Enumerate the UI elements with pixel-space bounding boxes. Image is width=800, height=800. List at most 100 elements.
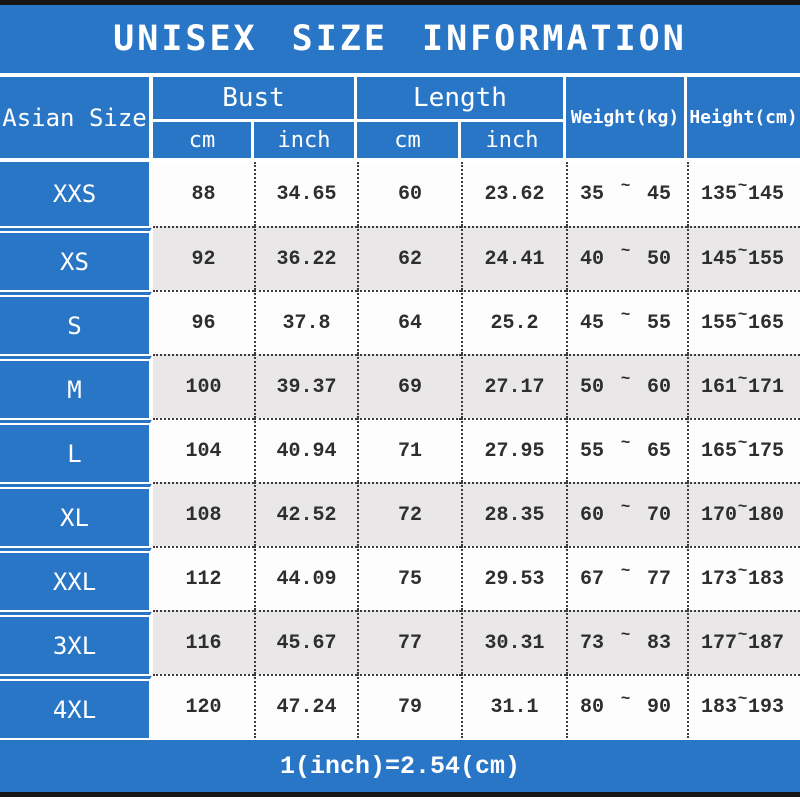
divider xyxy=(0,73,800,77)
range-separator: ~ xyxy=(737,498,748,516)
size-label: L xyxy=(0,418,153,482)
range-min: 35 xyxy=(580,182,605,206)
range-min: 67 xyxy=(580,567,605,591)
range-separator: ~ xyxy=(620,177,631,195)
table-row: M 100 39.37 69 27.17 50 ~60 161 ~171 xyxy=(0,354,800,418)
size-label: XXL xyxy=(0,546,153,610)
divider xyxy=(0,738,800,740)
cell-length-cm: 72 xyxy=(357,482,461,546)
cell-bust-inch: 36.22 xyxy=(254,226,357,290)
range-max: 70 xyxy=(646,503,671,527)
range-separator: ~ xyxy=(620,562,631,580)
range-separator: ~ xyxy=(737,370,748,388)
cell-bust-cm: 88 xyxy=(153,162,254,226)
cell-height-range: 173 ~183 xyxy=(687,546,800,610)
range-min: 60 xyxy=(580,503,605,527)
range-min: 177 xyxy=(701,631,738,655)
table-row: S 96 37.8 64 25.2 45 ~55 155 ~165 xyxy=(0,290,800,354)
range-max: 83 xyxy=(646,631,671,655)
table-row: XL 108 42.52 72 28.35 60 ~70 170 ~180 xyxy=(0,482,800,546)
range-min: 50 xyxy=(580,375,605,399)
page-title: UNISEX SIZE INFORMATION xyxy=(113,19,687,59)
header-bust-group: Bust xyxy=(153,77,357,122)
range-max: 90 xyxy=(646,695,671,719)
table-row: L 104 40.94 71 27.95 55 ~65 165 ~175 xyxy=(0,418,800,482)
cell-length-cm: 79 xyxy=(357,674,461,738)
table-row: XXL 112 44.09 75 29.53 67 ~77 173 ~183 xyxy=(0,546,800,610)
cell-length-inch: 24.41 xyxy=(461,226,566,290)
cell-length-inch: 29.53 xyxy=(461,546,566,610)
range-min: 165 xyxy=(701,439,738,463)
cell-length-cm: 60 xyxy=(357,162,461,226)
cell-length-inch: 25.2 xyxy=(461,290,566,354)
cell-bust-inch: 40.94 xyxy=(254,418,357,482)
cell-bust-cm: 92 xyxy=(153,226,254,290)
size-label: XXS xyxy=(0,162,153,226)
range-separator: ~ xyxy=(737,626,748,644)
cell-bust-cm: 108 xyxy=(153,482,254,546)
size-label: 3XL xyxy=(0,610,153,674)
header-length-group: Length xyxy=(357,77,566,122)
range-min: 155 xyxy=(701,311,738,335)
range-separator: ~ xyxy=(620,370,631,388)
cell-length-inch: 27.17 xyxy=(461,354,566,418)
range-max: 187 xyxy=(747,631,784,655)
cell-bust-inch: 44.09 xyxy=(254,546,357,610)
range-min: 135 xyxy=(701,182,738,206)
cell-bust-cm: 96 xyxy=(153,290,254,354)
top-black-bar xyxy=(0,0,800,5)
cell-weight-range: 45 ~55 xyxy=(566,290,687,354)
cell-bust-inch: 42.52 xyxy=(254,482,357,546)
range-max: 165 xyxy=(747,311,784,335)
table-row: XS 92 36.22 62 24.41 40 ~50 145 ~155 xyxy=(0,226,800,290)
table-row: XXS 88 34.65 60 23.62 35 ~45 135 ~145 xyxy=(0,162,800,226)
cell-bust-inch: 47.24 xyxy=(254,674,357,738)
table-header: Asian Size Bust Length Weight(kg) Height… xyxy=(0,77,800,158)
cell-height-range: 155 ~165 xyxy=(687,290,800,354)
cell-bust-cm: 116 xyxy=(153,610,254,674)
cell-bust-cm: 100 xyxy=(153,354,254,418)
cell-length-inch: 30.31 xyxy=(461,610,566,674)
cell-weight-range: 80 ~90 xyxy=(566,674,687,738)
range-min: 170 xyxy=(701,503,738,527)
range-min: 173 xyxy=(701,567,738,591)
table-row: 4XL 120 47.24 79 31.1 80 ~90 183 ~193 xyxy=(0,674,800,738)
range-separator: ~ xyxy=(737,562,748,580)
range-separator: ~ xyxy=(737,690,748,708)
cell-length-inch: 27.95 xyxy=(461,418,566,482)
cell-height-range: 135 ~145 xyxy=(687,162,800,226)
cell-length-cm: 71 xyxy=(357,418,461,482)
header-bust-cm: cm xyxy=(153,122,254,158)
cell-weight-range: 60 ~70 xyxy=(566,482,687,546)
cell-bust-inch: 37.8 xyxy=(254,290,357,354)
range-max: 145 xyxy=(747,182,784,206)
cell-weight-range: 55 ~65 xyxy=(566,418,687,482)
range-min: 183 xyxy=(701,695,738,719)
header-length-cm: cm xyxy=(357,122,461,158)
range-separator: ~ xyxy=(620,626,631,644)
size-label: S xyxy=(0,290,153,354)
cell-length-cm: 62 xyxy=(357,226,461,290)
range-max: 155 xyxy=(747,247,784,271)
cell-bust-inch: 45.67 xyxy=(254,610,357,674)
size-label: 4XL xyxy=(0,674,153,738)
header-bust-inch: inch xyxy=(254,122,357,158)
range-max: 77 xyxy=(646,567,671,591)
range-max: 50 xyxy=(646,247,671,271)
range-separator: ~ xyxy=(620,498,631,516)
cell-height-range: 145 ~155 xyxy=(687,226,800,290)
title-band: UNISEX SIZE INFORMATION xyxy=(0,5,800,73)
size-label: XS xyxy=(0,226,153,290)
cell-bust-cm: 120 xyxy=(153,674,254,738)
range-max: 193 xyxy=(747,695,784,719)
range-separator: ~ xyxy=(737,242,748,260)
cell-bust-inch: 34.65 xyxy=(254,162,357,226)
cell-height-range: 170 ~180 xyxy=(687,482,800,546)
cell-weight-range: 35 ~45 xyxy=(566,162,687,226)
range-min: 145 xyxy=(701,247,738,271)
range-separator: ~ xyxy=(737,177,748,195)
page-filler xyxy=(0,797,800,800)
range-separator: ~ xyxy=(620,434,631,452)
range-separator: ~ xyxy=(737,306,748,324)
range-min: 40 xyxy=(580,247,605,271)
